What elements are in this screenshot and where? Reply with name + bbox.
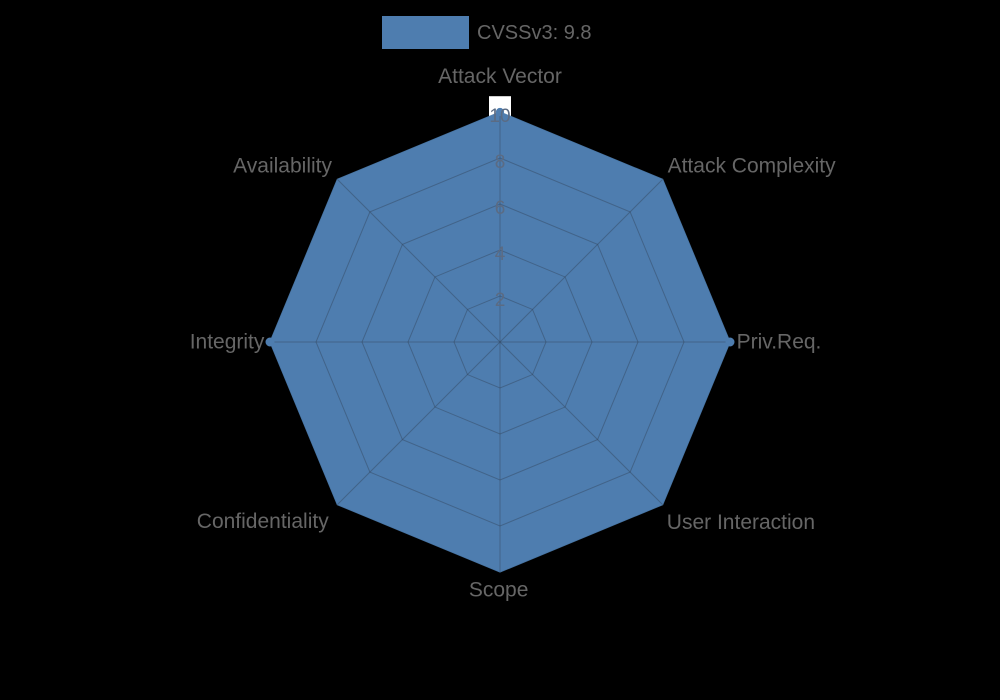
svg-text:Integrity: Integrity xyxy=(190,331,265,354)
svg-text:2: 2 xyxy=(495,290,506,311)
svg-text:6: 6 xyxy=(495,198,506,219)
svg-text:Attack Vector: Attack Vector xyxy=(438,65,562,88)
svg-text:CVSSv3: 9.8: CVSSv3: 9.8 xyxy=(477,22,592,44)
svg-text:4: 4 xyxy=(495,244,506,265)
svg-text:10: 10 xyxy=(489,106,510,127)
svg-text:User Interaction: User Interaction xyxy=(667,511,815,534)
svg-text:8: 8 xyxy=(495,152,506,173)
svg-text:Priv.Req.: Priv.Req. xyxy=(737,331,822,354)
svg-text:Scope: Scope xyxy=(469,578,529,601)
svg-text:Confidentiality: Confidentiality xyxy=(197,510,329,533)
svg-text:Attack Complexity: Attack Complexity xyxy=(668,155,837,178)
svg-text:Availability: Availability xyxy=(233,154,332,177)
